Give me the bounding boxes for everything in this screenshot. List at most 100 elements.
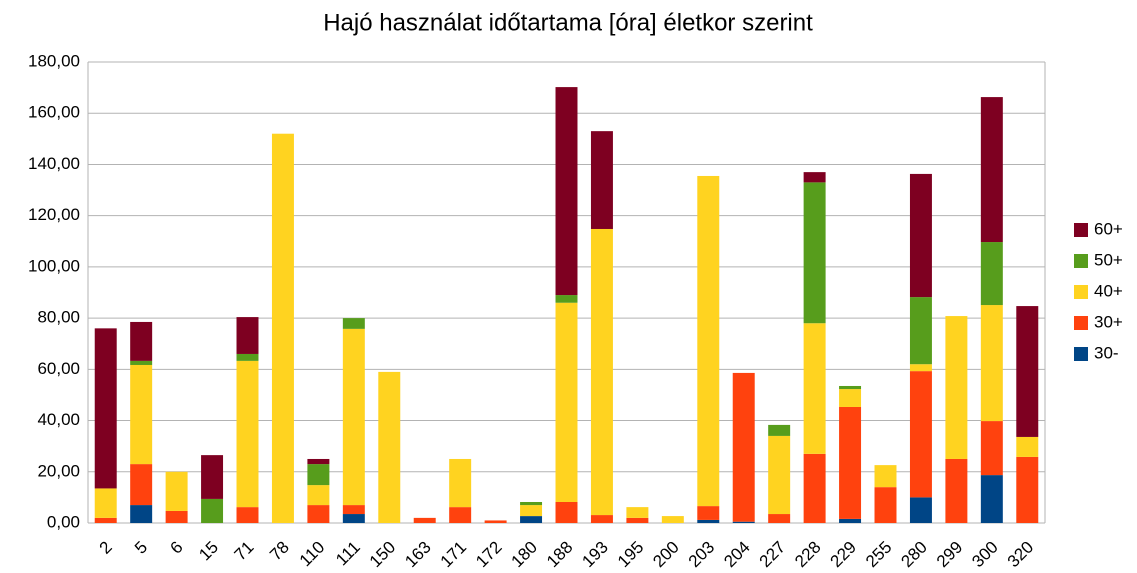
bar-segment: [165, 471, 188, 511]
bar-segment: [697, 519, 720, 523]
bar-segment: [449, 458, 472, 508]
bar-segment: [271, 133, 294, 523]
legend-label: 30-: [1094, 343, 1119, 362]
legend-label: 60+: [1094, 219, 1123, 238]
bar-segment: [307, 505, 330, 523]
bar-segment: [626, 517, 649, 523]
bar-segment: [874, 487, 897, 523]
bar-segment: [342, 328, 365, 506]
bar-segment: [839, 385, 862, 390]
bar-segment: [484, 520, 507, 523]
x-tick-label: 172: [472, 538, 505, 571]
bar-segment: [803, 172, 826, 183]
x-tick-label: 150: [366, 538, 399, 571]
bar-segment: [768, 424, 791, 436]
x-tick-label: 78: [266, 538, 293, 565]
bar-segment: [307, 485, 330, 506]
bar-segment: [520, 501, 543, 506]
bar-segment: [201, 498, 224, 523]
legend-label: 40+: [1094, 281, 1123, 300]
y-tick-label: 160,00: [28, 103, 80, 122]
bar-segment: [874, 465, 897, 488]
bar-segment: [130, 360, 153, 365]
bar-segment: [980, 421, 1003, 476]
y-tick-label: 120,00: [28, 205, 80, 224]
bar-segment: [1016, 306, 1039, 437]
y-tick-label: 80,00: [37, 308, 80, 327]
bar-segment: [130, 464, 153, 506]
bar-segment: [165, 510, 188, 523]
y-tick-label: 60,00: [37, 359, 80, 378]
x-tick-label: 200: [649, 538, 682, 571]
legend-swatch: [1074, 223, 1088, 237]
bar-segment: [94, 328, 117, 489]
bar-segment: [342, 505, 365, 515]
y-tick-label: 0,00: [47, 512, 80, 531]
x-tick-label: 195: [614, 538, 647, 571]
bar-segment: [520, 505, 543, 517]
bar-segment: [236, 353, 259, 361]
x-tick-label: 110: [296, 538, 329, 571]
bar-segment: [803, 182, 826, 324]
x-tick-label: 180: [508, 538, 541, 571]
chart-title: Hajó használat időtartama [óra] életkor …: [323, 9, 813, 36]
x-tick-label: 71: [231, 538, 258, 565]
bar-segment: [839, 406, 862, 519]
bar-segment: [130, 505, 153, 523]
x-tick-label: 6: [166, 538, 186, 558]
x-tick-label: 204: [720, 538, 753, 571]
x-tick-label: 255: [862, 538, 895, 571]
x-tick-label: 203: [685, 538, 718, 571]
x-tick-label: 2: [96, 538, 116, 558]
bar-segment: [803, 453, 826, 523]
y-tick-label: 100,00: [28, 256, 80, 275]
bar-segment: [590, 131, 613, 229]
bar-segment: [555, 295, 578, 303]
bar-segment: [342, 514, 365, 523]
bar-segment: [130, 321, 153, 361]
x-tick-label: 171: [437, 538, 470, 571]
x-tick-label: 320: [1004, 538, 1037, 571]
legend-label: 50+: [1094, 250, 1123, 269]
bar-segment: [378, 371, 401, 523]
legend-label: 30+: [1094, 312, 1123, 331]
bar-segment: [520, 516, 543, 523]
x-tick-label: 193: [578, 538, 611, 571]
bar-segment: [449, 507, 472, 523]
x-tick-label: 5: [131, 538, 151, 558]
bar-segment: [803, 323, 826, 454]
x-tick-label: 15: [195, 538, 222, 565]
x-tick-label: 163: [401, 538, 434, 571]
bar-segment: [909, 497, 932, 523]
x-tick-label: 299: [933, 538, 966, 571]
y-tick-label: 20,00: [37, 461, 80, 480]
legend-swatch: [1074, 285, 1088, 299]
bar-segment: [980, 242, 1003, 306]
legend-swatch: [1074, 347, 1088, 361]
x-tick-label: 229: [827, 538, 860, 571]
bar-segment: [590, 515, 613, 523]
bar-segment: [909, 364, 932, 372]
bar-segment: [236, 317, 259, 354]
bar-segment: [980, 475, 1003, 523]
bar-segment: [130, 364, 153, 465]
bar-segment: [909, 297, 932, 365]
bar-segment: [661, 516, 684, 523]
bar-segment: [1016, 456, 1039, 523]
y-tick-label: 140,00: [28, 154, 80, 173]
legend-swatch: [1074, 254, 1088, 268]
bar-segment: [768, 514, 791, 523]
bar-segment: [1016, 436, 1039, 457]
bar-segment: [307, 464, 330, 486]
y-tick-label: 40,00: [37, 410, 80, 429]
bar-segment: [909, 173, 932, 298]
bar-segment: [236, 360, 259, 508]
bar-segment: [732, 372, 755, 522]
bar-segment: [342, 318, 365, 329]
bar-segment: [945, 316, 968, 459]
bar-segment: [768, 435, 791, 515]
bar-segment: [307, 458, 330, 465]
y-tick-label: 180,00: [28, 51, 80, 70]
bar-segment: [697, 175, 720, 507]
